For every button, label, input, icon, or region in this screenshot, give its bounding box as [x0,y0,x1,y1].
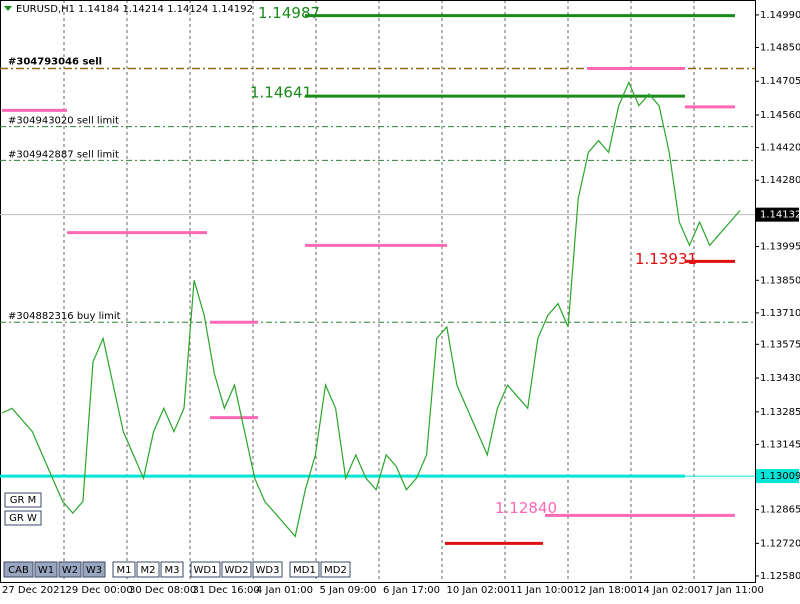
y-tick-label: 1.13710 [760,308,800,319]
timeframe-button[interactable]: M1 [112,561,136,578]
button-label: WD2 [225,565,249,576]
button-frame [82,561,106,578]
y-tick-label: 1.14560 [760,110,800,121]
timeframe-button[interactable]: CAB [3,561,34,578]
button-label: CAB [8,565,29,576]
level-label: 1.14987 [258,4,320,22]
current-price-label: 1.14132 [760,210,800,221]
button-label: M2 [141,565,156,576]
button-frame [3,561,34,578]
y-tick-label: 1.12720 [760,538,800,549]
y-tick-label: 1.13995 [760,242,800,253]
button-label: GR W [9,513,37,524]
timeframe-button[interactable]: W1 [34,561,58,578]
timeframe-button[interactable]: WD3 [252,561,283,578]
button-label: W1 [38,565,54,576]
x-tick-label: 4 Jan 01:00 [256,585,313,596]
side-button[interactable]: GR W [4,510,42,526]
level-label: 1.14641 [250,84,312,102]
button-label: WD1 [194,565,218,576]
x-tick-label: 17 Jan 11:00 [701,585,764,596]
timeframe-button[interactable]: M2 [136,561,160,578]
price-line [1,80,741,538]
x-tick-label: 6 Jan 17:00 [383,585,440,596]
button-label: M3 [165,565,180,576]
x-tick-label: 12 Jan 18:00 [574,585,637,596]
x-tick-label: 31 Dec 16:00 [193,585,260,596]
timeframe-button[interactable]: MD1 [289,561,320,578]
x-tick-label: 5 Jan 09:00 [320,585,377,596]
button-label: M1 [117,565,132,576]
timeframe-button[interactable]: WD2 [221,561,252,578]
x-tick-label: 10 Jan 02:00 [447,585,510,596]
button-label: W3 [86,565,102,576]
button-frame [252,561,283,578]
y-tick-label: 1.13850 [760,275,800,286]
level-label: #304793046 sell [8,56,102,67]
plot-frame [0,0,756,583]
side-button[interactable]: GR M [4,492,42,508]
y-tick-label: 1.13430 [760,373,800,384]
y-tick-label: 1.12580 [760,571,800,582]
y-tick-label: 1.14280 [760,175,800,186]
ohlc: 1.14184 1.14214 1.14124 1.14192 [78,4,253,15]
y-tick-label: 1.14990 [760,10,800,21]
button-frame [190,561,221,578]
level-label: #304942887 sell limit [8,149,119,160]
button-frame [58,561,82,578]
x-tick-label: 11 Jan 10:00 [510,585,573,596]
y-tick-label: 1.14705 [760,76,800,87]
button-label: MD1 [293,565,316,576]
y-tick-label: 1.14420 [760,143,800,154]
symbol: EURUSD,H1 [16,4,75,15]
timeframe-button[interactable]: M3 [160,561,184,578]
level-label: 1.13931 [635,250,697,268]
y-tick-label: 1.13145 [760,439,800,450]
button-frame [136,561,160,578]
button-frame [34,561,58,578]
button-label: MD2 [324,565,347,576]
button-frame [112,561,136,578]
button-label: WD3 [256,565,280,576]
button-label: GR M [10,495,37,506]
x-tick-label: 27 Dec 2021 [2,585,66,596]
y-tick-label: 1.14850 [760,42,800,53]
button-label: W2 [62,565,78,576]
level-tag-label: 1.13009 [760,471,800,482]
level-label: #304943020 sell limit [8,116,119,127]
button-frame [289,561,320,578]
button-frame [4,492,42,508]
timeframe-button[interactable]: W3 [82,561,106,578]
current-price-tag [756,207,799,222]
x-tick-label: 29 Dec 00:00 [66,585,133,596]
button-frame [4,510,42,526]
y-tick-label: 1.12865 [760,505,800,516]
button-frame [320,561,351,578]
timeframe-button[interactable]: WD1 [190,561,221,578]
timeframe-button[interactable]: W2 [58,561,82,578]
level-label: 1.12840 [495,499,557,517]
level-tag [756,469,799,484]
button-frame [160,561,184,578]
timeframe-button[interactable]: MD2 [320,561,351,578]
button-frame [221,561,252,578]
x-tick-label: 30 Dec 08:00 [129,585,196,596]
y-tick-label: 1.13575 [760,339,800,350]
level-label: #304882316 buy limit [8,311,121,322]
x-tick-label: 14 Jan 02:00 [637,585,700,596]
y-tick-label: 1.13285 [760,407,800,418]
symbol-arrow [4,6,12,11]
